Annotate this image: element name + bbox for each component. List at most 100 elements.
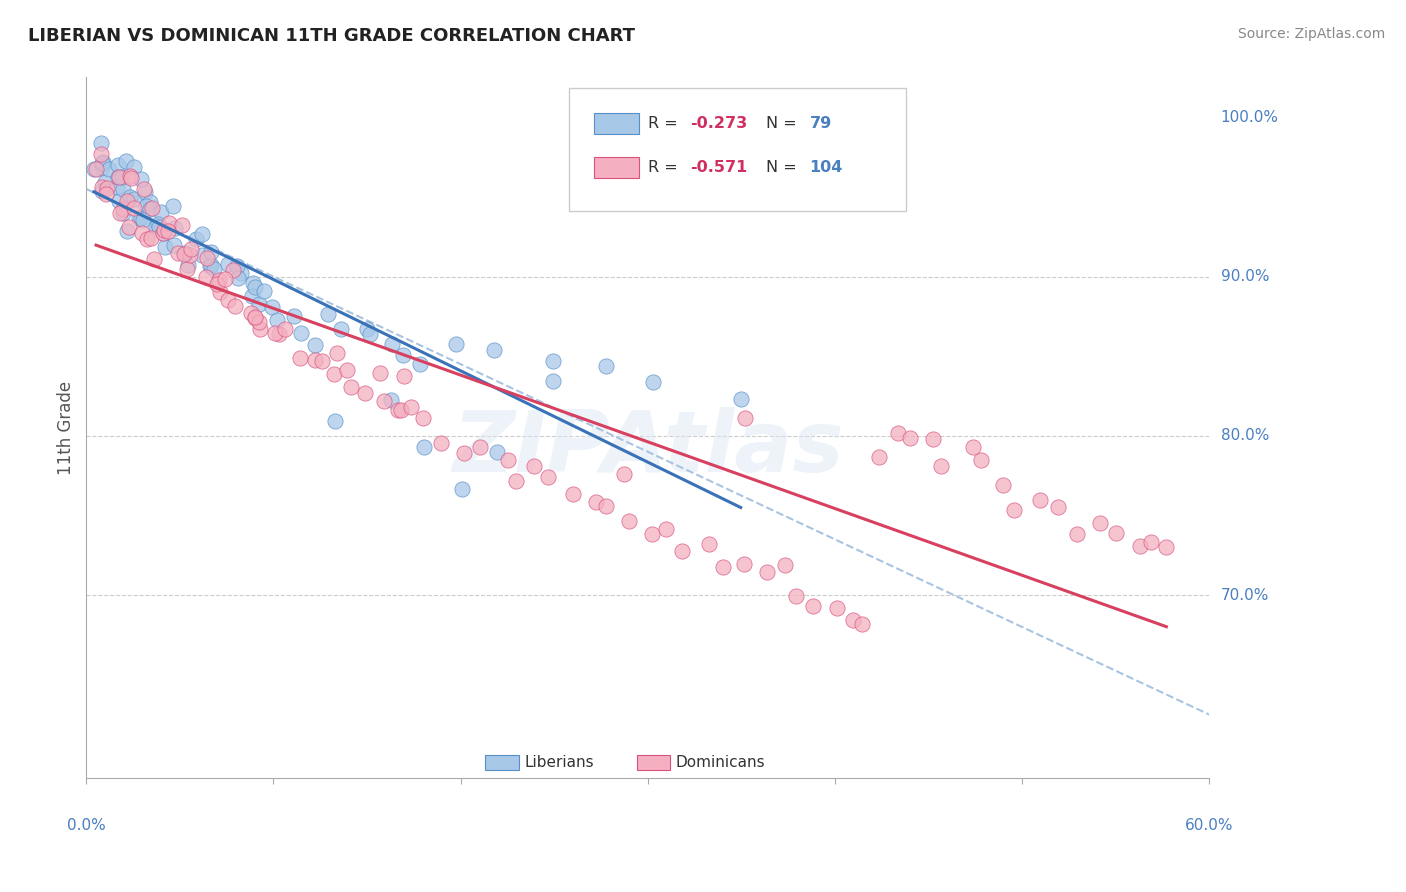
Point bbox=[243, 280, 266, 294]
Point bbox=[1139, 535, 1161, 549]
Point bbox=[734, 411, 756, 425]
Point bbox=[330, 322, 353, 336]
Point bbox=[150, 204, 173, 219]
Point bbox=[174, 245, 197, 260]
Point bbox=[1105, 526, 1128, 541]
Point bbox=[368, 366, 391, 380]
Text: 70.0%: 70.0% bbox=[1220, 588, 1268, 603]
Point bbox=[184, 232, 207, 246]
Point bbox=[107, 158, 129, 172]
Point bbox=[263, 326, 285, 340]
Point bbox=[198, 259, 221, 273]
Point bbox=[842, 613, 865, 627]
Point bbox=[1047, 500, 1070, 514]
Point bbox=[373, 393, 395, 408]
Point bbox=[145, 219, 167, 233]
Point bbox=[733, 557, 755, 571]
Point bbox=[217, 293, 239, 308]
Point bbox=[991, 478, 1014, 492]
Point bbox=[111, 170, 134, 185]
Point bbox=[135, 232, 157, 246]
Point bbox=[671, 544, 693, 558]
Point bbox=[356, 322, 378, 336]
Point bbox=[562, 486, 585, 500]
Point bbox=[165, 220, 187, 235]
Point bbox=[91, 161, 114, 176]
Point bbox=[288, 351, 311, 366]
Point bbox=[83, 161, 105, 176]
Point bbox=[242, 276, 264, 290]
Text: 104: 104 bbox=[810, 160, 844, 175]
Point bbox=[851, 616, 873, 631]
Point bbox=[323, 414, 346, 428]
FancyBboxPatch shape bbox=[637, 755, 671, 770]
Point bbox=[387, 403, 409, 417]
Text: N =: N = bbox=[766, 116, 801, 131]
Point bbox=[962, 440, 984, 454]
Point bbox=[90, 147, 112, 161]
Point bbox=[641, 527, 664, 541]
Point bbox=[389, 402, 412, 417]
Point bbox=[311, 354, 333, 368]
Point bbox=[247, 315, 270, 329]
Point bbox=[105, 180, 128, 194]
Point bbox=[170, 218, 193, 232]
Point bbox=[755, 566, 778, 580]
Point bbox=[869, 450, 891, 464]
Text: -0.273: -0.273 bbox=[690, 116, 748, 131]
Point bbox=[139, 195, 162, 210]
Point bbox=[163, 237, 186, 252]
Text: Dominicans: Dominicans bbox=[676, 755, 765, 770]
Point bbox=[152, 226, 174, 240]
Point bbox=[336, 362, 359, 376]
Point bbox=[120, 170, 142, 185]
Point bbox=[711, 559, 734, 574]
Point bbox=[273, 322, 295, 336]
Point bbox=[117, 224, 139, 238]
Text: Source: ZipAtlas.com: Source: ZipAtlas.com bbox=[1237, 27, 1385, 41]
Text: -0.571: -0.571 bbox=[690, 160, 748, 175]
Point bbox=[249, 297, 271, 311]
Point bbox=[222, 263, 245, 277]
Point bbox=[118, 190, 141, 204]
Point bbox=[153, 223, 176, 237]
Text: Liberians: Liberians bbox=[524, 755, 593, 770]
Point bbox=[970, 453, 993, 467]
Point bbox=[262, 301, 284, 315]
Point bbox=[132, 212, 155, 227]
Point bbox=[108, 170, 131, 185]
Text: 79: 79 bbox=[810, 116, 832, 131]
Point bbox=[340, 380, 363, 394]
Point bbox=[409, 357, 432, 371]
Point bbox=[148, 217, 170, 231]
Point bbox=[205, 277, 228, 292]
Point bbox=[595, 359, 617, 373]
Point bbox=[898, 431, 921, 445]
Point bbox=[195, 269, 218, 284]
Point bbox=[243, 310, 266, 324]
Point bbox=[240, 306, 263, 320]
FancyBboxPatch shape bbox=[569, 88, 907, 211]
Point bbox=[141, 201, 163, 215]
Text: R =: R = bbox=[648, 160, 683, 175]
Point bbox=[325, 346, 347, 360]
Point bbox=[132, 182, 155, 196]
Point bbox=[148, 219, 170, 234]
Point bbox=[304, 353, 326, 368]
Point bbox=[202, 262, 225, 277]
Point bbox=[91, 180, 114, 194]
Point bbox=[537, 470, 560, 484]
Point bbox=[412, 411, 434, 425]
Point bbox=[929, 458, 952, 473]
Point bbox=[90, 136, 112, 151]
Point bbox=[129, 171, 152, 186]
Point bbox=[118, 169, 141, 183]
Point bbox=[177, 258, 200, 272]
Point bbox=[224, 299, 246, 313]
Point bbox=[541, 354, 564, 368]
Point bbox=[214, 272, 236, 286]
Point bbox=[139, 230, 162, 244]
Point bbox=[97, 161, 120, 176]
Text: ZIPAtlas: ZIPAtlas bbox=[453, 408, 844, 491]
Text: 90.0%: 90.0% bbox=[1220, 269, 1270, 284]
